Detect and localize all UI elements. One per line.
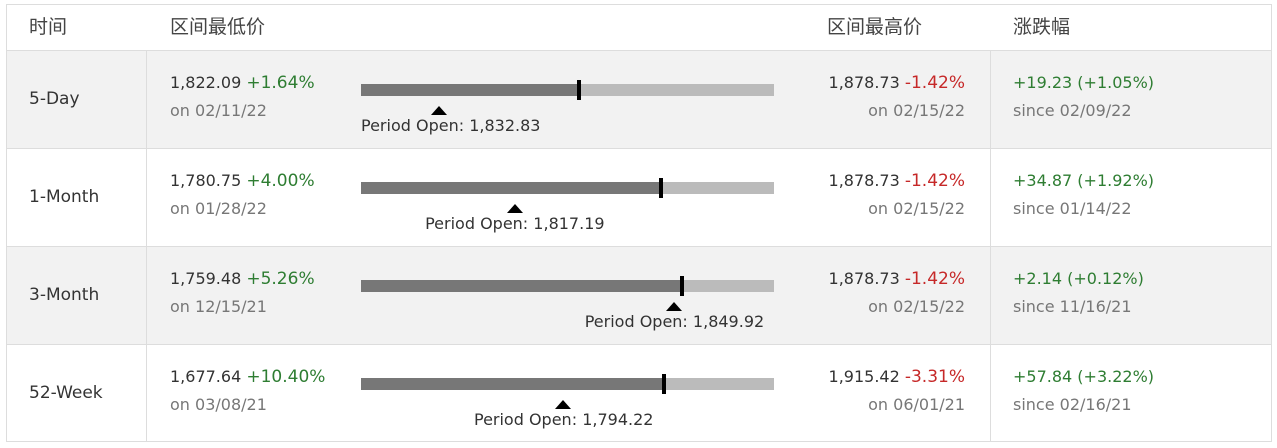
- since: since 01/14/22: [1013, 199, 1132, 218]
- high-date: on 02/15/22: [868, 101, 965, 120]
- low-date: on 12/15/21: [170, 297, 267, 316]
- low-pct: +10.40%: [246, 367, 326, 387]
- change: +57.84 (+3.22%): [1013, 367, 1155, 386]
- range-table: 时间 区间最低价 区间最高价 涨跌幅 5-Day 1,822.09 +1.64% o…: [6, 4, 1272, 442]
- open-label: Period Open: 1,817.19: [425, 214, 604, 233]
- table-row: 1-Month 1,780.75 +4.00% on 01/28/22 Period …: [7, 148, 1271, 246]
- period: 3-Month: [29, 285, 100, 305]
- high-price: 1,878.73: [828, 73, 900, 92]
- current-marker: [679, 276, 684, 296]
- col-divider: [146, 345, 147, 442]
- open-caption: Period Open:: [473, 410, 578, 429]
- open-caption: Period Open:: [425, 214, 529, 233]
- high-price: 1,878.73: [828, 269, 900, 288]
- header-change: 涨跌幅: [1013, 16, 1071, 38]
- low-pct: +4.00%: [246, 171, 315, 191]
- low-line: 1,780.75 +4.00%: [170, 171, 315, 191]
- low-pct: +1.64%: [246, 73, 315, 93]
- low-line: 1,822.09 +1.64%: [170, 73, 315, 93]
- open-value: 1,817.19: [533, 214, 605, 233]
- open-label: Period Open: 1,832.83: [361, 116, 540, 135]
- col-divider: [990, 51, 991, 148]
- open-value: 1,794.22: [582, 410, 654, 429]
- low-price: 1,822.09: [170, 73, 242, 92]
- col-divider: [146, 149, 147, 246]
- low-date: on 02/11/22: [170, 101, 267, 120]
- open-value: 1,832.83: [469, 116, 541, 135]
- change: +2.14 (+0.12%): [1013, 269, 1144, 288]
- period: 1-Month: [29, 187, 100, 207]
- range-fill: [361, 280, 682, 292]
- col-divider: [146, 51, 147, 148]
- high-date: on 02/15/22: [868, 297, 965, 316]
- range-bar: [361, 80, 774, 100]
- low-date: on 03/08/21: [170, 395, 267, 414]
- col-divider: [990, 149, 991, 246]
- high-line: 1,915.42 -3.31%: [829, 367, 965, 387]
- range-fill: [361, 182, 662, 194]
- col-divider: [146, 247, 147, 344]
- high-line: 1,878.73 -1.42%: [829, 171, 965, 191]
- header-time: 时间: [29, 16, 68, 38]
- current-marker: [576, 80, 581, 100]
- range-fill: [361, 84, 579, 96]
- change: +34.87 (+1.92%): [1013, 171, 1155, 190]
- open-value: 1,849.92: [692, 312, 765, 331]
- high-pct: -1.42%: [904, 171, 965, 191]
- range-fill: [361, 378, 665, 390]
- col-divider: [990, 247, 991, 344]
- low-price: 1,759.48: [170, 269, 242, 288]
- open-marker: [555, 400, 572, 409]
- open-caption: Period Open:: [361, 116, 465, 135]
- high-price: 1,878.73: [828, 171, 900, 190]
- change: +19.23 (+1.05%): [1013, 73, 1155, 92]
- open-caption: Period Open:: [584, 312, 688, 331]
- header-low: 区间最低价: [170, 16, 266, 38]
- high-pct: -1.42%: [904, 269, 965, 289]
- range-bar: [361, 178, 774, 198]
- open-label: Period Open: 1,849.92: [585, 312, 764, 331]
- since: since 11/16/21: [1013, 297, 1132, 316]
- high-line: 1,878.73 -1.42%: [829, 269, 965, 289]
- period: 5-Day: [29, 89, 80, 109]
- current-marker: [659, 178, 664, 198]
- header-high: 区间最高价: [827, 16, 923, 38]
- high-date: on 02/15/22: [868, 199, 965, 218]
- low-pct: +5.26%: [246, 269, 315, 289]
- range-bar: [361, 276, 774, 296]
- open-marker: [506, 204, 523, 213]
- period: 52-Week: [29, 383, 103, 403]
- high-price: 1,915.42: [828, 367, 900, 386]
- high-line: 1,878.73 -1.42%: [829, 73, 965, 93]
- low-price: 1,780.75: [170, 171, 242, 190]
- since: since 02/16/21: [1013, 395, 1132, 414]
- open-marker: [666, 302, 683, 311]
- table-row: 5-Day 1,822.09 +1.64% on 02/11/22 Period Op…: [7, 50, 1271, 148]
- low-line: 1,677.64 +10.40%: [170, 367, 325, 387]
- high-pct: -1.42%: [904, 73, 965, 93]
- low-price: 1,677.64: [170, 367, 242, 386]
- open-label: Period Open: 1,794.22: [474, 410, 653, 429]
- table-row: 52-Week 1,677.64 +10.40% on 03/08/21 Period…: [7, 344, 1271, 442]
- since: since 02/09/22: [1013, 101, 1132, 120]
- open-marker: [431, 106, 448, 115]
- low-date: on 01/28/22: [170, 199, 267, 218]
- col-divider: [990, 345, 991, 442]
- range-bar: [361, 374, 774, 394]
- table-row: 3-Month 1,759.48 +5.26% on 12/15/21 Period …: [7, 246, 1271, 344]
- current-marker: [662, 374, 667, 394]
- low-line: 1,759.48 +5.26%: [170, 269, 315, 289]
- high-date: on 06/01/21: [868, 395, 965, 414]
- high-pct: -3.31%: [904, 367, 965, 387]
